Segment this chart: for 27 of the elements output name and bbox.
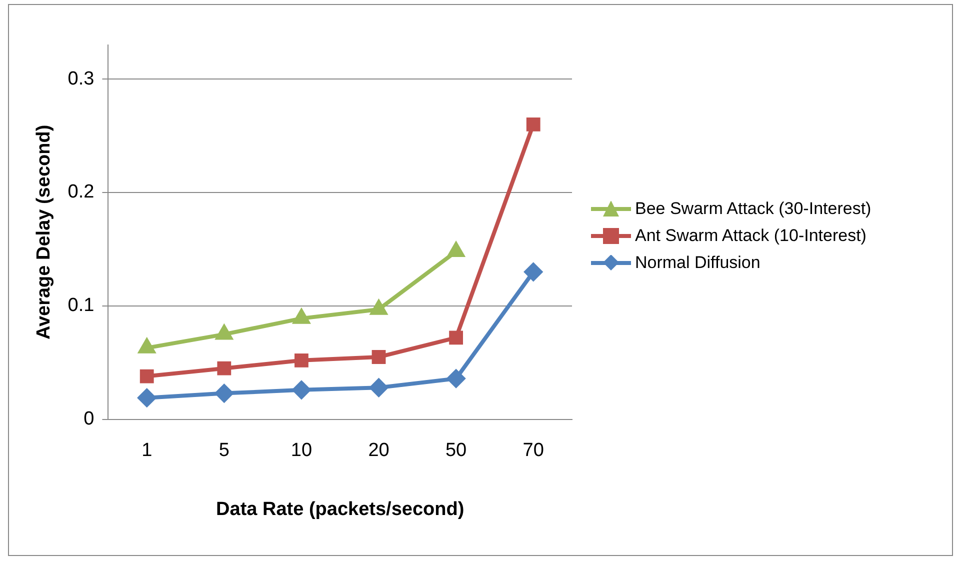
point [138, 388, 156, 407]
x-tick-label: 70 [522, 440, 544, 462]
y-tick-label: 0.2 [68, 182, 94, 203]
x-axis-title: Data Rate (packets/second) [216, 498, 464, 520]
x-tick-label: 1 [142, 440, 152, 462]
point [294, 353, 308, 368]
legend-label: Bee Swarm Attack (30-Interest) [635, 198, 872, 218]
point [524, 262, 542, 281]
x-tick-label: 20 [368, 440, 390, 462]
legend-label: Normal Diffusion [635, 252, 760, 272]
y-tick-label: 0 [84, 408, 94, 430]
y-axis-title: Average Delay (second) [34, 124, 55, 340]
y-tick-label: 0.1 [68, 295, 94, 316]
point [370, 378, 388, 397]
legend-label: Ant Swarm Attack (10-Interest) [635, 226, 866, 246]
y-tick-label: 0.3 [68, 68, 94, 90]
x-tick-label: 5 [218, 440, 230, 462]
x-tick-label: 10 [290, 440, 312, 462]
point [372, 350, 386, 364]
point [447, 370, 466, 388]
point [140, 369, 154, 384]
point [526, 117, 540, 132]
point [449, 330, 464, 345]
point [215, 384, 234, 402]
x-tick-label: 50 [445, 440, 467, 462]
point [217, 361, 232, 376]
point [292, 380, 310, 399]
